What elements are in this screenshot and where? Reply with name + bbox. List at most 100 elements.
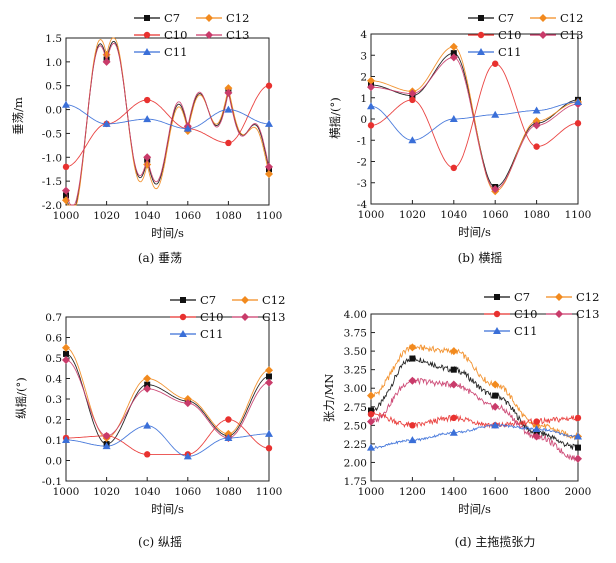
x-tick-label: 1400	[440, 486, 467, 498]
data-point	[574, 120, 582, 127]
legend-item-c7: C7	[484, 290, 530, 304]
series-line	[370, 423, 579, 450]
y-tick-label: 3.50	[344, 346, 367, 358]
y-tick-label: 4.00	[344, 309, 367, 321]
series-line	[65, 41, 270, 206]
data-point	[102, 431, 111, 440]
data-point	[492, 392, 499, 399]
y-axis-label: 张力/MN	[322, 374, 336, 423]
data-point	[225, 139, 232, 147]
series-line	[370, 410, 579, 429]
y-tick-label: 0	[360, 114, 367, 126]
legend-label: C12	[262, 293, 285, 307]
y-tick-label: -1.0	[42, 152, 62, 164]
data-point	[143, 421, 152, 429]
legend-label: C11	[200, 327, 223, 341]
y-tick-label: -2.0	[42, 200, 62, 212]
chart-panel-4: 1000 1200 1400 1600 1800 2000 1.75 2.00 2.25 2.50…	[322, 290, 599, 549]
data-point	[143, 153, 152, 162]
legend-marker	[180, 297, 186, 303]
legend-marker	[539, 14, 547, 22]
data-point	[265, 445, 273, 452]
series-c7	[63, 41, 272, 206]
x-axis-label: 时间/s	[458, 502, 491, 516]
y-tick-label: 0.1	[45, 435, 62, 447]
x-tick-label: 1800	[523, 486, 550, 498]
y-tick-label: 0.0	[45, 456, 62, 468]
y-tick-label: 0.2	[45, 415, 62, 427]
data-point	[450, 164, 457, 172]
data-point	[367, 417, 375, 426]
legend-marker	[478, 15, 484, 21]
data-point	[408, 136, 417, 144]
data-point	[367, 411, 375, 418]
data-point	[491, 185, 500, 194]
data-point	[408, 89, 417, 98]
legend-item-c13: C13	[530, 28, 583, 42]
data-point	[491, 380, 500, 389]
legend-label: C7	[200, 293, 216, 307]
series-c10	[367, 60, 582, 172]
data-point	[62, 356, 70, 365]
y-axis-label: 横摇/(°)	[328, 97, 342, 139]
x-tick-label: 2000	[565, 486, 592, 498]
legend-item-c12: C12	[232, 293, 285, 307]
y-tick-label: 0.0	[45, 105, 62, 117]
data-point	[574, 454, 582, 463]
data-point	[266, 373, 272, 380]
data-point	[409, 422, 416, 429]
series-line	[370, 354, 579, 451]
data-point	[574, 414, 582, 422]
data-point	[63, 350, 69, 357]
data-point	[367, 102, 375, 110]
plot-frame	[65, 316, 270, 482]
data-point	[224, 105, 233, 113]
data-point	[532, 106, 541, 114]
data-point	[449, 380, 458, 389]
legend-item-c10: C10	[484, 307, 537, 321]
data-point	[265, 169, 273, 178]
legend: C7 C12 C10 C13 C11	[170, 293, 285, 341]
data-point	[265, 162, 273, 171]
data-point	[265, 429, 273, 437]
series-c10	[62, 82, 273, 171]
series-line	[371, 101, 578, 141]
data-point	[408, 436, 417, 444]
data-point	[265, 378, 273, 387]
x-tick-label: 1020	[399, 209, 426, 221]
series-line	[65, 85, 270, 168]
panel-caption: (c) 纵摇	[138, 535, 182, 549]
panel-caption: (a) 垂荡	[138, 251, 182, 265]
data-point	[450, 414, 457, 422]
data-point	[143, 384, 152, 393]
series-line	[65, 347, 270, 439]
data-point	[265, 119, 273, 127]
data-point	[367, 76, 375, 85]
legend-item-c10: C10	[170, 310, 223, 324]
x-tick-label: 1040	[134, 486, 161, 498]
chart-panel-2: 1000 1020 1040 1060 1080 1100 -4 -3 -2 -1 0 1 2 3 4 时间/…	[328, 11, 591, 265]
legend-marker	[477, 31, 485, 39]
data-point	[367, 83, 375, 92]
legend-item-c11: C11	[484, 324, 537, 338]
legend-label: C11	[514, 324, 537, 338]
data-point	[183, 124, 192, 132]
legend-marker	[144, 15, 150, 21]
legend-item-c11: C11	[134, 45, 187, 59]
data-point	[144, 451, 151, 458]
y-tick-label: -3	[357, 178, 367, 190]
y-tick-label: 3.75	[344, 328, 367, 340]
legend-label: C10	[200, 310, 223, 324]
data-point	[575, 444, 581, 451]
x-tick-label: 1040	[134, 210, 161, 222]
legend-marker	[241, 296, 249, 304]
data-point	[409, 355, 416, 362]
legend-marker	[539, 31, 547, 39]
legend-label: C12	[560, 11, 583, 25]
data-point	[265, 82, 273, 89]
data-point	[143, 374, 152, 383]
series-line	[65, 359, 270, 439]
legend: C7 C12 C10 C13 C11	[484, 290, 599, 338]
legend-item-c7: C7	[134, 11, 180, 25]
